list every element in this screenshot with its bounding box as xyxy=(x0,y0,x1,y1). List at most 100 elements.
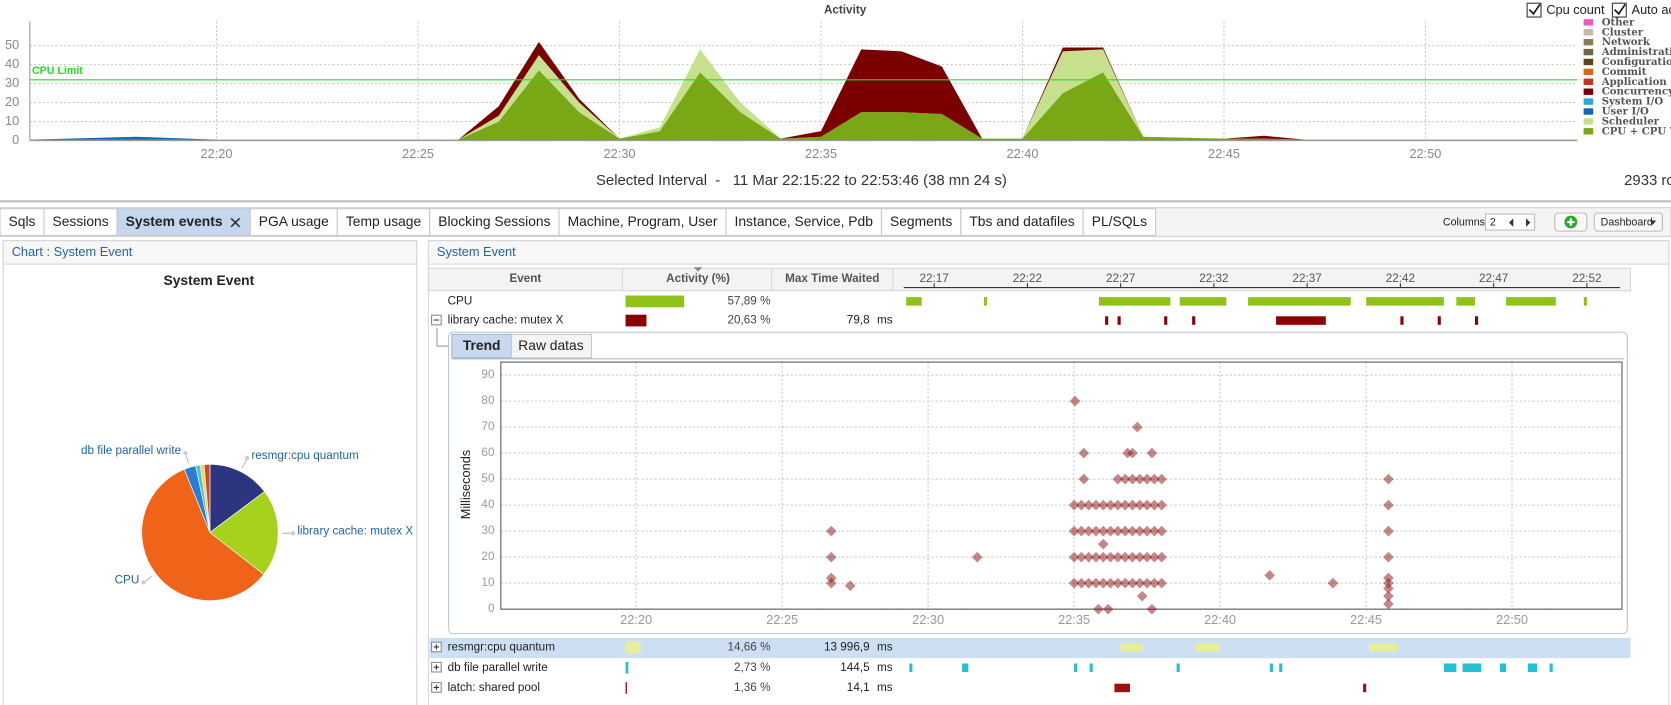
scatter-point xyxy=(1156,577,1167,589)
tab[interactable]: Machine, Program, User xyxy=(558,208,727,236)
spinner-arrows[interactable] xyxy=(1509,218,1531,227)
y-tick-label: 20 xyxy=(5,94,19,109)
column-header[interactable]: Activity (%) xyxy=(666,272,730,285)
event-name: library cache: mutex X xyxy=(448,314,564,327)
tab[interactable] xyxy=(336,208,431,236)
max-time-unit: ms xyxy=(877,314,893,327)
timeline-segment xyxy=(1400,316,1404,325)
scatter-point xyxy=(1097,538,1109,550)
tab[interactable]: Sqls xyxy=(0,208,45,236)
activity-value: 14,66 % xyxy=(728,641,771,654)
y-tick-label: 70 xyxy=(481,420,495,433)
expander-sign xyxy=(433,644,440,650)
tab[interactable]: Instance, Service, Pdb xyxy=(725,208,882,236)
y-tick-label: 50 xyxy=(481,472,495,485)
timeline-segment xyxy=(1074,663,1078,672)
tab[interactable]: Tbs and datafiles xyxy=(960,208,1084,236)
tab-close[interactable] xyxy=(230,217,241,228)
tab-active[interactable] xyxy=(116,208,251,236)
timeline-segment xyxy=(1179,297,1227,306)
checkbox-label[interactable]: Cpu count xyxy=(1546,2,1605,17)
tab[interactable]: System events xyxy=(116,208,251,236)
trend-tab-label[interactable]: Raw datas xyxy=(518,337,583,353)
timeline-segment xyxy=(1276,316,1326,325)
tab-label[interactable]: Sqls xyxy=(9,213,36,229)
max-time: 13 996,9 xyxy=(824,641,870,654)
max-time-unit: ms xyxy=(877,641,893,654)
scatter-point xyxy=(1119,473,1131,485)
tab-label[interactable]: Segments xyxy=(890,213,952,229)
timeline-segment xyxy=(1366,297,1444,306)
tab[interactable]: PGA usage xyxy=(249,208,338,236)
tab-label[interactable]: PL/SQLs xyxy=(1092,213,1147,229)
event-name: latch: shared pool xyxy=(448,681,540,694)
tab-label[interactable]: Machine, Program, User xyxy=(568,213,718,229)
x-tick-label: 22:45 xyxy=(1208,146,1240,161)
legend-swatch xyxy=(1583,19,1594,26)
column-header[interactable]: Max Time Waited xyxy=(785,272,879,285)
pie-slice xyxy=(141,468,265,601)
tab[interactable]: Segments xyxy=(880,208,962,236)
x-tick-label: 22:20 xyxy=(201,146,233,161)
tab[interactable] xyxy=(0,208,45,236)
activity-value: 57,89 % xyxy=(728,294,771,307)
trend-tab-label[interactable]: Trend xyxy=(463,337,501,353)
legend-label: Concurrency xyxy=(1602,86,1671,98)
pie-label: library cache: mutex X xyxy=(297,524,413,537)
tab[interactable] xyxy=(960,208,1084,236)
timeline-segment xyxy=(909,663,913,672)
timeline-segment xyxy=(1164,316,1168,325)
expander-sign xyxy=(433,684,440,691)
tab-label[interactable]: Temp usage xyxy=(346,213,422,229)
scatter-point xyxy=(1078,447,1090,459)
x-tick-label: 22:50 xyxy=(1409,146,1441,161)
scatter-point xyxy=(1327,577,1339,589)
timeline-segment xyxy=(1369,643,1398,652)
timeline-segment xyxy=(1120,643,1143,652)
timeline-segment xyxy=(1098,297,1171,306)
columns-value[interactable]: 2 xyxy=(1490,216,1496,228)
scatter-point xyxy=(1149,473,1160,485)
x-tick-label: 22:40 xyxy=(1006,146,1038,161)
tab[interactable] xyxy=(429,208,560,236)
legend-label: Scheduler xyxy=(1602,115,1660,127)
tab-label[interactable]: Instance, Service, Pdb xyxy=(735,213,874,229)
tab[interactable]: PL/SQLs xyxy=(1082,208,1157,236)
tab[interactable] xyxy=(249,208,338,236)
tab[interactable]: Sessions xyxy=(43,208,118,236)
tab-label[interactable]: PGA usage xyxy=(259,213,329,229)
dashboard-label[interactable]: Dashboard xyxy=(1601,216,1653,228)
column-header[interactable]: Event xyxy=(509,272,541,285)
tab[interactable] xyxy=(725,208,882,236)
scatter-point xyxy=(1112,473,1124,485)
timeline-segment xyxy=(1506,297,1556,306)
checkbox-label[interactable]: Auto ac xyxy=(1632,2,1671,17)
tab[interactable]: Blocking Sessions xyxy=(429,208,560,236)
max-time: 79,8 xyxy=(847,314,870,327)
tab[interactable] xyxy=(1082,208,1157,236)
legend-swatch xyxy=(1583,118,1594,125)
tab-label[interactable]: System events xyxy=(126,213,223,229)
max-time: 14,1 xyxy=(847,681,870,694)
event-name: db file parallel write xyxy=(448,661,548,674)
scatter-point xyxy=(1097,577,1109,589)
timeline-segment xyxy=(1549,663,1553,672)
tab-label[interactable]: Blocking Sessions xyxy=(438,213,550,229)
x-tick-label: 22:45 xyxy=(1350,612,1382,627)
timeline-segment xyxy=(983,297,988,306)
dashboard-button[interactable] xyxy=(1593,212,1664,232)
y-tick-label: 0 xyxy=(488,602,495,615)
tab[interactable]: Temp usage xyxy=(336,208,431,236)
activity-value: 20,63 % xyxy=(728,314,771,327)
y-tick-label: 80 xyxy=(481,394,495,407)
trend-tab[interactable] xyxy=(510,333,592,359)
scatter-point xyxy=(1076,577,1087,589)
tab-label[interactable]: Sessions xyxy=(52,213,108,229)
scatter-point xyxy=(1134,577,1146,589)
tab-label[interactable]: Tbs and datafiles xyxy=(969,213,1074,229)
activity-bar xyxy=(625,314,647,327)
tab[interactable] xyxy=(880,208,962,236)
x-tick-label: 22:35 xyxy=(1058,612,1090,627)
legend-swatch xyxy=(1583,98,1594,105)
